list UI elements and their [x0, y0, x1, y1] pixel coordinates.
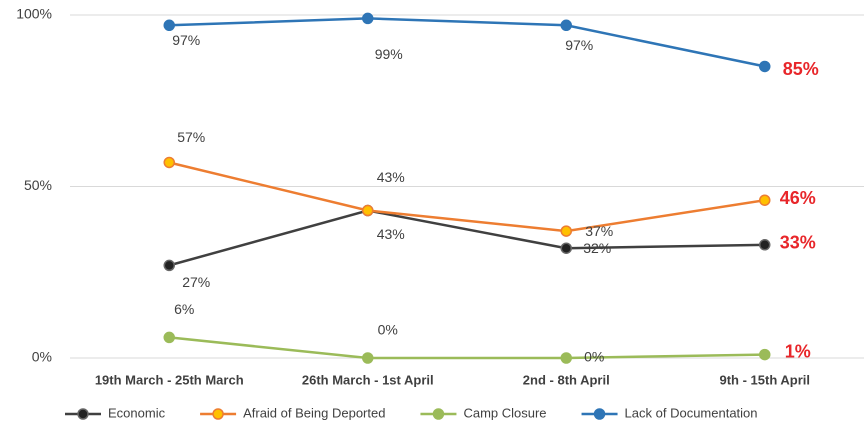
point	[759, 348, 771, 361]
legend-label: Afraid of Being Deported	[243, 405, 385, 420]
data-label: 97%	[172, 32, 200, 48]
x-tick-label: 2nd - 8th April	[523, 372, 610, 387]
point	[362, 352, 374, 364]
point	[560, 352, 572, 364]
y-tick-label: 100%	[16, 6, 52, 22]
legend-marker	[432, 408, 445, 420]
point	[163, 19, 175, 32]
point	[560, 225, 572, 237]
data-label: 1%	[785, 341, 811, 361]
data-label: 0%	[584, 349, 604, 365]
point	[759, 239, 771, 251]
point	[362, 204, 374, 217]
point	[163, 259, 175, 272]
data-label: 32%	[583, 240, 611, 256]
data-label: 37%	[585, 223, 613, 239]
point	[163, 156, 175, 169]
data-label: 6%	[174, 301, 194, 317]
legend-marker	[77, 408, 89, 420]
point	[759, 60, 771, 73]
series-line	[168, 209, 765, 267]
point	[560, 19, 572, 32]
data-label: 57%	[177, 129, 205, 145]
data-label: 46%	[780, 188, 816, 208]
data-label: 33%	[780, 233, 816, 253]
y-tick-label: 0%	[32, 349, 52, 365]
data-label: 0%	[378, 322, 398, 338]
point	[759, 194, 771, 206]
data-label: 99%	[375, 46, 403, 62]
data-label: 43%	[377, 226, 405, 242]
legend-marker	[212, 408, 224, 420]
point	[560, 242, 572, 254]
data-label: 97%	[565, 37, 593, 53]
legend-label: Camp Closure	[463, 405, 546, 420]
legend-label: Lack of Documentation	[625, 405, 758, 420]
series-line	[169, 17, 766, 68]
series-line	[169, 336, 765, 360]
point	[362, 12, 374, 25]
legend-marker	[593, 408, 606, 420]
x-tick-label: 9th - 15th April	[719, 372, 810, 387]
legend-label: Economic	[108, 405, 166, 420]
point	[163, 331, 175, 344]
data-label: 43%	[377, 169, 405, 185]
x-tick-label: 26th March - 1st April	[302, 372, 434, 387]
data-label: 85%	[783, 59, 819, 79]
data-label: 27%	[182, 274, 210, 290]
y-tick-label: 50%	[24, 177, 52, 193]
x-tick-label: 19th March - 25th March	[95, 372, 244, 387]
series-line	[168, 161, 765, 233]
